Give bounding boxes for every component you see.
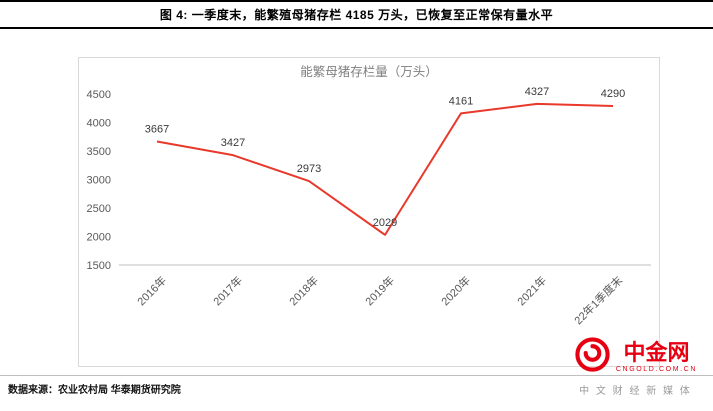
y-axis-tick: 3500	[87, 146, 111, 158]
cngold-logo-icon	[574, 336, 611, 378]
x-axis-tick: 22年1季度末	[571, 273, 625, 327]
y-axis-tick: 4500	[87, 89, 111, 101]
data-label: 4290	[601, 88, 625, 100]
figure-title: 图 4: 一季度末，能繁殖母猪存栏 4185 万头，已恢复至正常保有量水平	[0, 0, 713, 29]
brand-tagline: 中 文 财 经 新 媒 体	[579, 386, 692, 397]
y-axis-tick: 1500	[87, 260, 111, 272]
y-axis-tick: 2000	[87, 232, 111, 244]
x-axis-tick: 2020年	[438, 273, 473, 308]
data-label: 3427	[221, 137, 245, 149]
chart-container: 能繁母猪存栏量（万头） 1500 2000 2500 3000 3500 4000 4500 2…	[78, 57, 660, 367]
data-label: 2029	[373, 217, 397, 229]
brand-domain: CNGOLD.COM.CN	[615, 365, 697, 373]
x-axis-tick: 2019年	[362, 273, 397, 308]
y-axis-tick: 2500	[87, 203, 111, 215]
data-label: 4327	[525, 86, 549, 98]
y-axis-tick: 3000	[87, 175, 111, 187]
brand-name: 中金网	[623, 340, 690, 366]
x-axis-tick: 2016年	[134, 273, 169, 308]
x-axis-tick: 2017年	[210, 273, 245, 308]
footer-divider	[0, 375, 713, 376]
x-axis-tick: 2021年	[514, 273, 549, 308]
chart-title: 能繁母猪存栏量（万头）	[300, 64, 438, 79]
source-note: 数据来源：农业农村局 华泰期货研究院	[8, 385, 181, 396]
data-label: 4161	[449, 95, 473, 107]
sow-inventory-line-series	[156, 102, 614, 236]
data-label: 3667	[145, 123, 169, 135]
data-label: 2973	[297, 163, 321, 175]
brand-row: 中金网 CNGOLD.COM.CN	[574, 336, 697, 378]
brand-watermark: 中金网 CNGOLD.COM.CN 中 文 财 经 新 媒 体	[574, 336, 697, 397]
y-axis-tick: 4000	[87, 118, 111, 130]
sow-inventory-line-chart: 能繁母猪存栏量（万头） 1500 2000 2500 3000 3500 4000 4500 2…	[87, 64, 651, 327]
x-axis-tick: 2018年	[286, 273, 321, 308]
